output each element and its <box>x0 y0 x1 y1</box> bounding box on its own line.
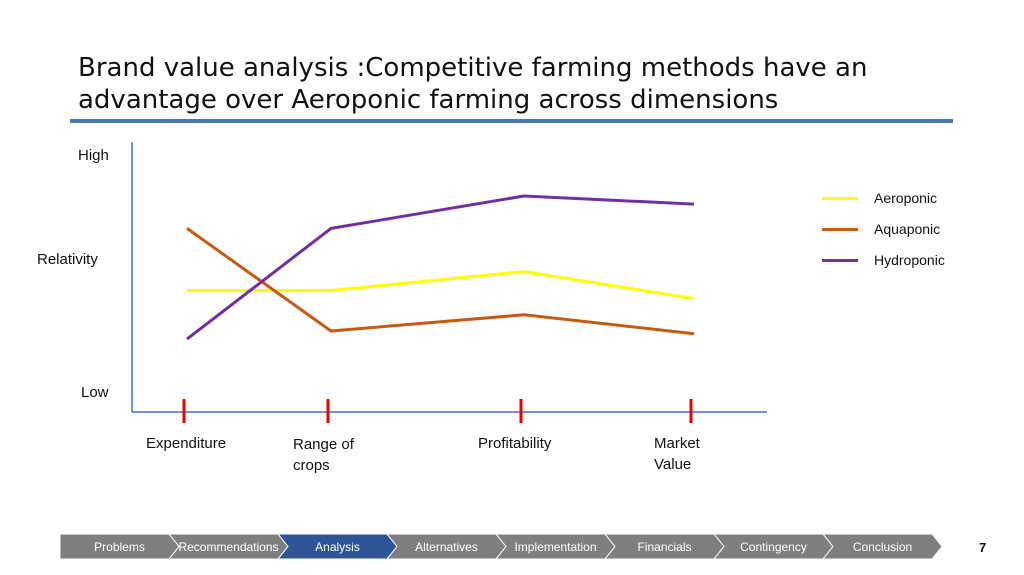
nav-item-label: Contingency <box>740 539 807 554</box>
nav-chevron-shape <box>605 534 724 559</box>
slide-title: Brand value analysis :Competitive farmin… <box>78 52 978 116</box>
nav-item-recommendations[interactable]: Recommendations <box>169 534 288 559</box>
y-axis-label: Relativity <box>37 251 98 268</box>
legend-swatch <box>822 227 858 231</box>
nav-item-label: Alternatives <box>415 539 478 554</box>
x-category-label: Range of crops <box>293 434 354 476</box>
nav-chevron-shape <box>714 534 833 559</box>
navigation-bar: Problems Recommendations Analysis Alternati… <box>60 534 950 559</box>
series-line-hydroponic <box>186 194 695 341</box>
nav-item-problems[interactable]: Problems <box>60 534 179 559</box>
slide-title-line-2: advantage over Aeroponic farming across … <box>78 85 779 115</box>
nav-item-contingency[interactable]: Contingency <box>714 534 833 559</box>
nav-item-analysis[interactable]: Analysis <box>278 534 397 559</box>
slide-title-line-1: Brand value analysis :Competitive farmin… <box>78 53 868 83</box>
x-category-label-line: Market <box>654 435 700 452</box>
x-category-label: Market Value <box>654 433 700 475</box>
nav-item-label: Conclusion <box>852 539 913 554</box>
title-divider <box>70 119 953 123</box>
x-category-label-line: Profitability <box>478 435 552 452</box>
legend-label: Aeroponic <box>874 190 938 206</box>
legend-swatch <box>822 258 858 262</box>
x-category-label: Expenditure <box>146 433 226 454</box>
series-line-aeroponic <box>187 270 695 301</box>
nav-item-label: Problems <box>94 539 145 554</box>
nav-item-implementation[interactable]: Implementation <box>496 534 615 559</box>
nav-chevron-shape <box>823 534 942 559</box>
nav-item-conclusion[interactable]: Conclusion <box>823 534 942 559</box>
nav-item-financials[interactable]: Financials <box>605 534 724 559</box>
y-high-label: High <box>78 147 109 164</box>
nav-item-label: Financials <box>637 539 692 554</box>
x-category-label-line: Range of <box>293 436 354 453</box>
series-line-aquaponic <box>186 227 695 336</box>
nav-chevron-shape <box>278 534 397 559</box>
page-number: 7 <box>979 540 987 555</box>
legend-swatch <box>822 196 858 200</box>
x-category-label-line: Expenditure <box>146 435 227 452</box>
legend-label: Aquaponic <box>874 221 941 237</box>
x-category-label: Profitability <box>478 433 551 454</box>
nav-item-alternatives[interactable]: Alternatives <box>387 534 506 559</box>
x-category-label-line: crops <box>293 457 330 474</box>
nav-item-label: Recommendations <box>178 539 279 554</box>
nav-chevron-shape <box>169 534 288 559</box>
nav-chevron-shape <box>496 534 615 559</box>
legend-item: Hydroponic <box>822 249 945 271</box>
legend-label: Hydroponic <box>874 252 945 268</box>
y-low-label: Low <box>81 384 109 401</box>
nav-item-label: Implementation <box>514 539 597 554</box>
legend-item: Aquaponic <box>822 218 940 240</box>
nav-item-label: Analysis <box>315 539 360 554</box>
nav-chevron-shape <box>387 534 506 559</box>
legend-item: Aeroponic <box>822 187 937 209</box>
x-category-label-line: Value <box>654 456 692 473</box>
